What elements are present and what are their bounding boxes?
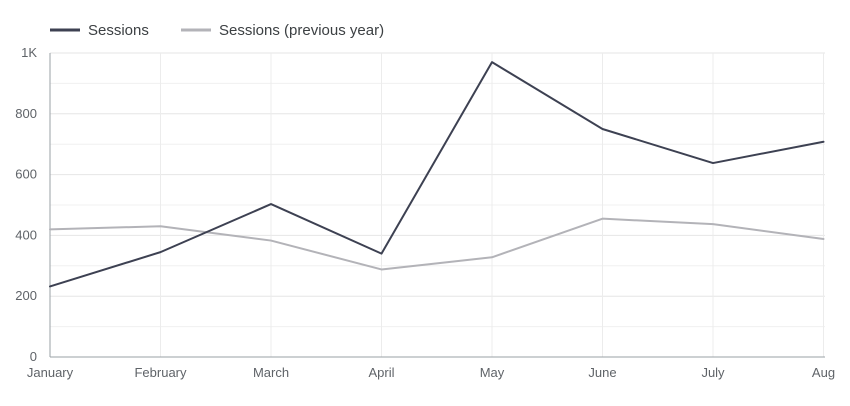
x-tick-label: July (701, 365, 725, 380)
series-line-sessions[interactable] (49, 61, 825, 288)
y-tick-label: 1K (21, 45, 37, 60)
x-tick-label: February (134, 365, 187, 380)
x-tick-label: Aug (812, 365, 835, 380)
series-layer (49, 61, 825, 288)
y-tick-label: 800 (15, 106, 37, 121)
x-tick-label: June (588, 365, 616, 380)
x-tick-label: May (480, 365, 505, 380)
y-tick-label: 400 (15, 227, 37, 242)
y-tick-label: 200 (15, 288, 37, 303)
x-tick-label: April (368, 365, 394, 380)
legend-label-sessions-previous-year[interactable]: Sessions (previous year) (219, 22, 384, 39)
x-tick-label: January (27, 365, 74, 380)
y-tick-label: 600 (15, 167, 37, 182)
series-line-sessions-previous-year[interactable] (49, 217, 825, 271)
legend: Sessions Sessions (previous year) (50, 22, 384, 39)
axes (49, 53, 825, 358)
grid (50, 52, 825, 357)
x-tick-label: March (253, 365, 289, 380)
tick-labels: 0 200 400 600 800 1K January February March April… (15, 45, 835, 380)
y-tick-label: 0 (30, 349, 37, 364)
legend-label-sessions[interactable]: Sessions (88, 22, 149, 39)
